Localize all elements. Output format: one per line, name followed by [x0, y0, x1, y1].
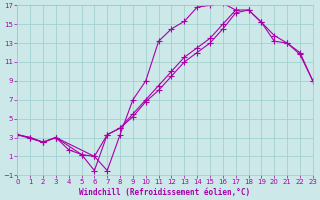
X-axis label: Windchill (Refroidissement éolien,°C): Windchill (Refroidissement éolien,°C)	[79, 188, 251, 197]
